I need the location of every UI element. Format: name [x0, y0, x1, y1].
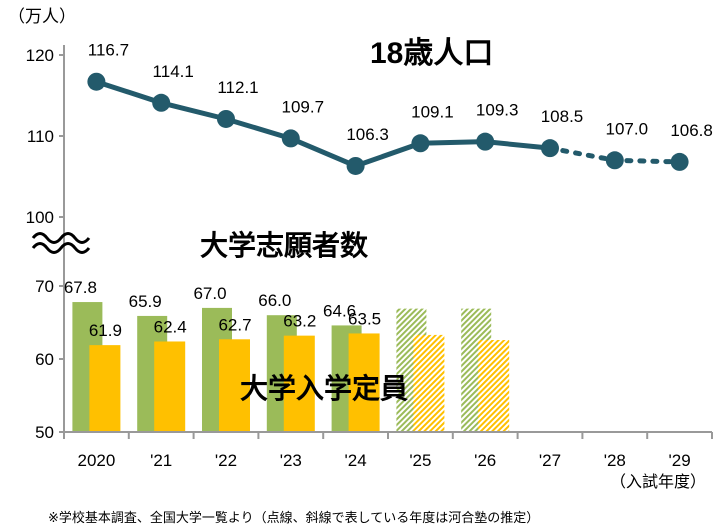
y-tick-label: 110	[27, 127, 54, 146]
data-label-capacity: 62.7	[218, 315, 251, 334]
point-population	[541, 139, 559, 158]
x-tick-label: 2020	[77, 451, 115, 470]
y-tick-label: 60	[35, 350, 54, 369]
footnote: ※学校基本調査、全国大学一覧より（点線、斜線で表している年度は河合塾の推定）	[48, 510, 539, 525]
point-population	[217, 109, 235, 128]
point-population	[87, 72, 106, 91]
x-tick-label: '23	[280, 451, 302, 470]
axis-break-icon	[31, 232, 91, 254]
point-population	[346, 156, 365, 175]
x-tick-label: '22	[215, 451, 237, 470]
data-label-population: 114.1	[153, 62, 194, 81]
data-label-population: 106.8	[670, 121, 713, 140]
point-population	[281, 129, 300, 148]
y-tick-label: 100	[26, 208, 54, 227]
data-label-capacity: 62.4	[154, 317, 187, 336]
data-label-population: 109.3	[476, 101, 519, 120]
y-tick-label: 50	[35, 423, 54, 442]
x-tick-label: '24	[345, 451, 367, 470]
bar-capacity	[348, 333, 380, 432]
point-population	[152, 93, 171, 112]
bar-capacity	[413, 334, 445, 432]
point-population	[670, 152, 689, 171]
x-axis-note: （入試年度）	[610, 473, 706, 491]
bar-capacity	[154, 341, 186, 432]
data-label-capacity: 63.2	[283, 312, 316, 331]
data-label-population: 112.1	[217, 78, 258, 97]
y-tick-label: 70	[35, 277, 54, 296]
x-tick-label: '25	[409, 451, 431, 470]
series-label-capacity: 大学入学定員	[240, 372, 408, 404]
series-label-population: 18歳人口	[370, 37, 493, 70]
x-tick-label: '21	[150, 451, 172, 470]
bar-capacity	[478, 340, 510, 432]
data-label-population: 116.7	[88, 41, 129, 60]
data-label-population: 109.7	[282, 97, 325, 116]
data-label-population: 106.3	[346, 125, 389, 144]
data-label-applicants: 64.6	[323, 301, 356, 320]
data-label-population: 107.0	[606, 119, 649, 138]
bar-capacity	[283, 335, 315, 432]
data-label-population: 109.1	[411, 102, 454, 121]
data-label-applicants: 67.8	[64, 278, 97, 297]
data-label-population: 108.5	[541, 107, 584, 126]
y-tick-label: 120	[26, 46, 54, 65]
x-tick-label: '26	[474, 451, 496, 470]
x-tick-label: '27	[539, 451, 561, 470]
point-population	[411, 134, 430, 153]
bar-capacity	[219, 339, 250, 432]
data-label-capacity: 61.9	[89, 321, 122, 340]
data-label-applicants: 66.0	[258, 291, 291, 310]
bar-capacity	[89, 345, 121, 432]
x-tick-label: '28	[604, 451, 626, 470]
series-label-applicants: 大学志願者数	[200, 229, 369, 261]
line-population-actual	[95, 79, 551, 169]
data-label-applicants: 65.9	[129, 292, 162, 311]
data-label-applicants: 67.0	[193, 284, 226, 303]
point-population	[605, 151, 624, 170]
point-population	[476, 132, 495, 151]
data-label-capacity: 63.5	[348, 309, 381, 328]
x-tick-label: '29	[669, 451, 691, 470]
unit-label: （万人）	[8, 7, 76, 26]
